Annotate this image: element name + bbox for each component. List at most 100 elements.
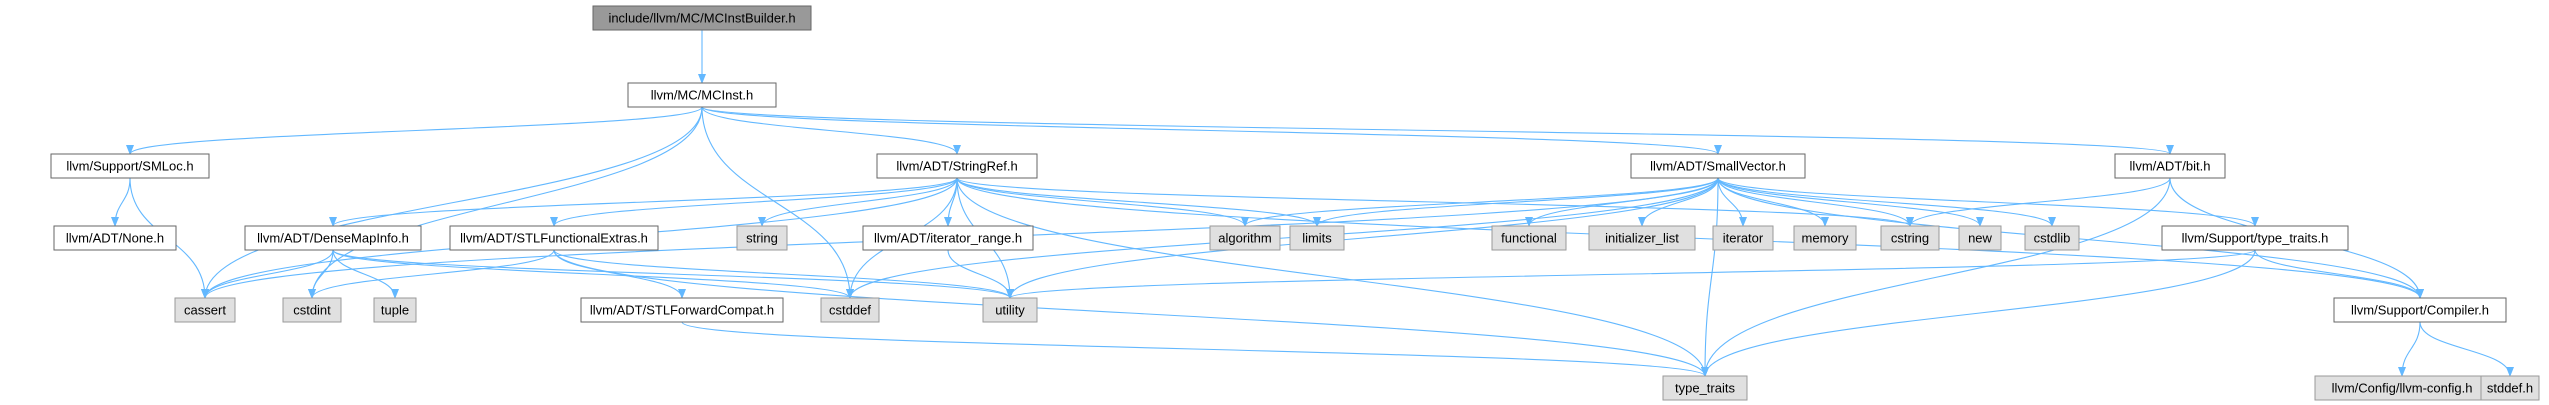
node-label: type_traits (1675, 381, 1735, 396)
node-box (1289, 225, 1345, 251)
node-box (282, 297, 342, 323)
node-label: cassert (184, 303, 226, 318)
edge-mcinst-to-smloc (126, 106, 703, 155)
node-label: cstdlib (2034, 231, 2071, 246)
node-cstddef: cstddef (820, 297, 880, 323)
node-llvm-mc-mcinst-h[interactable]: llvm/MC/MCInst.h (627, 82, 777, 108)
node-functional: functional (1491, 225, 1567, 251)
node-label: llvm/ADT/SmallVector.h (1650, 159, 1786, 174)
node-cstdlib: cstdlib (2024, 225, 2080, 251)
node-llvm-adt-bit-h[interactable]: llvm/ADT/bit.h (2114, 153, 2226, 179)
node-label: llvm/ADT/DenseMapInfo.h (257, 231, 409, 246)
node-box (174, 297, 236, 323)
node-new: new (1958, 225, 2002, 251)
edge-mcinst-to-cstdint (308, 106, 703, 299)
node-algorithm: algorithm (1209, 225, 1281, 251)
node-label: functional (1501, 231, 1557, 246)
node-llvm-adt-stlfunctionalextras-h[interactable]: llvm/ADT/STLFunctionalExtras.h (449, 225, 659, 251)
node-label: memory (1802, 231, 1849, 246)
node-llvm-support-compiler-h[interactable]: llvm/Support/Compiler.h (2333, 297, 2507, 323)
node-llvm-config-llvm-config-h: llvm/Config/llvm-config.h (2314, 375, 2490, 401)
node-utility: utility (982, 297, 1038, 323)
node-box (1588, 225, 1696, 251)
node-label: llvm/Support/Compiler.h (2351, 303, 2489, 318)
edge-smallvector-to-initializer_list (1638, 177, 1719, 227)
node-llvm-adt-none-h[interactable]: llvm/ADT/None.h (53, 225, 177, 251)
node-label: llvm/ADT/STLFunctionalExtras.h (460, 231, 648, 246)
edge-bit-to-cstring (1906, 177, 2171, 227)
node-label: llvm/Support/SMLoc.h (66, 159, 193, 174)
node-cstring: cstring (1880, 225, 1940, 251)
node-box (449, 225, 659, 251)
edge-mcinst-to-cstddef (701, 106, 854, 299)
edge-densemapinfo-to-tuple (332, 249, 399, 299)
node-llvm-adt-stlforwardcompat-h[interactable]: llvm/ADT/STLForwardCompat.h (580, 297, 784, 323)
node-tuple: tuple (373, 297, 417, 323)
node-box (53, 225, 177, 251)
node-box (2480, 375, 2540, 401)
node-box (1630, 153, 1806, 179)
node-box (1958, 225, 2002, 251)
edge-stringref-to-string (758, 177, 958, 227)
node-label: llvm/ADT/None.h (66, 231, 164, 246)
node-llvm-support-smloc-h[interactable]: llvm/Support/SMLoc.h (50, 153, 210, 179)
node-llvm-adt-smallvector-h[interactable]: llvm/ADT/SmallVector.h (1630, 153, 1806, 179)
edge-stringref-to-algorithm (956, 177, 1249, 227)
node-box (982, 297, 1038, 323)
node-label: llvm/ADT/StringRef.h (896, 159, 1017, 174)
edge-mcinst-to-cassert (201, 106, 703, 299)
node-llvm-adt-stringref-h[interactable]: llvm/ADT/StringRef.h (876, 153, 1038, 179)
node-box (50, 153, 210, 179)
node-label: tuple (381, 303, 409, 318)
edge-bit-to-type_traits (1701, 177, 2171, 377)
node-label: algorithm (1218, 231, 1271, 246)
edge-densemapinfo-to-cassert (201, 249, 334, 299)
edge-smallvector-to-type_traits (1701, 177, 1719, 377)
node-box (876, 153, 1038, 179)
node-llvm-adt-iterator-range-h[interactable]: llvm/ADT/iterator_range.h (862, 225, 1034, 251)
node-box (592, 5, 812, 31)
edge-smallvector-to-limits (1313, 177, 1719, 227)
edge-stringref-to-stlfunctionalextras (550, 177, 958, 227)
node-box (736, 225, 788, 251)
edge-layer (111, 29, 2514, 377)
edge-smallvector-to-utility (1006, 177, 1719, 299)
node-llvm-adt-densemapinfo-h[interactable]: llvm/ADT/DenseMapInfo.h (244, 225, 422, 251)
node-llvm-support-type-traits-h[interactable]: llvm/Support/type_traits.h (2161, 225, 2349, 251)
node-memory: memory (1793, 225, 1857, 251)
edge-smallvector-to-cstddef (846, 177, 1719, 299)
node-box (1712, 225, 1774, 251)
node-label: string (746, 231, 778, 246)
node-include-llvm-mc-mcinstbuilder-h[interactable]: include/llvm/MC/MCInstBuilder.h (592, 5, 812, 31)
edge-smallvector-to-memory (1717, 177, 1829, 227)
edge-mcinst-to-bit (701, 106, 2174, 155)
node-cstdint: cstdint (282, 297, 342, 323)
edge-stlfunctionalextras-to-utility (553, 249, 1014, 299)
node-label: limits (1302, 231, 1332, 246)
edge-densemapinfo-to-utility (332, 249, 1014, 299)
edge-stlfunctionalextras-to-cstdint (308, 249, 555, 299)
node-box (1880, 225, 1940, 251)
edge-densemapinfo-to-cstdint (308, 249, 334, 299)
edge-smallvector-to-iterator (1717, 177, 1747, 227)
node-label: llvm/ADT/bit.h (2130, 159, 2211, 174)
edge-smallvector-to-cstring (1717, 177, 1914, 227)
edge-smloc-to-none (111, 177, 131, 227)
edge-smallvector-to-new (1717, 177, 1984, 227)
node-iterator: iterator (1712, 225, 1774, 251)
edge-stlforwardcompat-to-type_traits (681, 321, 1709, 377)
node-label: stddef.h (2487, 381, 2533, 396)
edge-compiler-to-llvmconfig (2398, 321, 2421, 377)
node-box (1491, 225, 1567, 251)
edge-mcinst-to-smallvector (701, 106, 1722, 155)
node-layer: include/llvm/MC/MCInstBuilder.h llvm/MC/M… (50, 5, 2540, 401)
node-label: llvm/ADT/iterator_range.h (874, 231, 1022, 246)
edge-compiler-to-stddefh (2419, 321, 2514, 377)
node-label: llvm/ADT/STLForwardCompat.h (590, 303, 774, 318)
node-box (580, 297, 784, 323)
node-box (2114, 153, 2226, 179)
edge-smallvector-to-functional (1525, 177, 1719, 227)
node-stddef-h: stddef.h (2480, 375, 2540, 401)
edge-mcinst-to-stringref (701, 106, 961, 155)
node-box (862, 225, 1034, 251)
